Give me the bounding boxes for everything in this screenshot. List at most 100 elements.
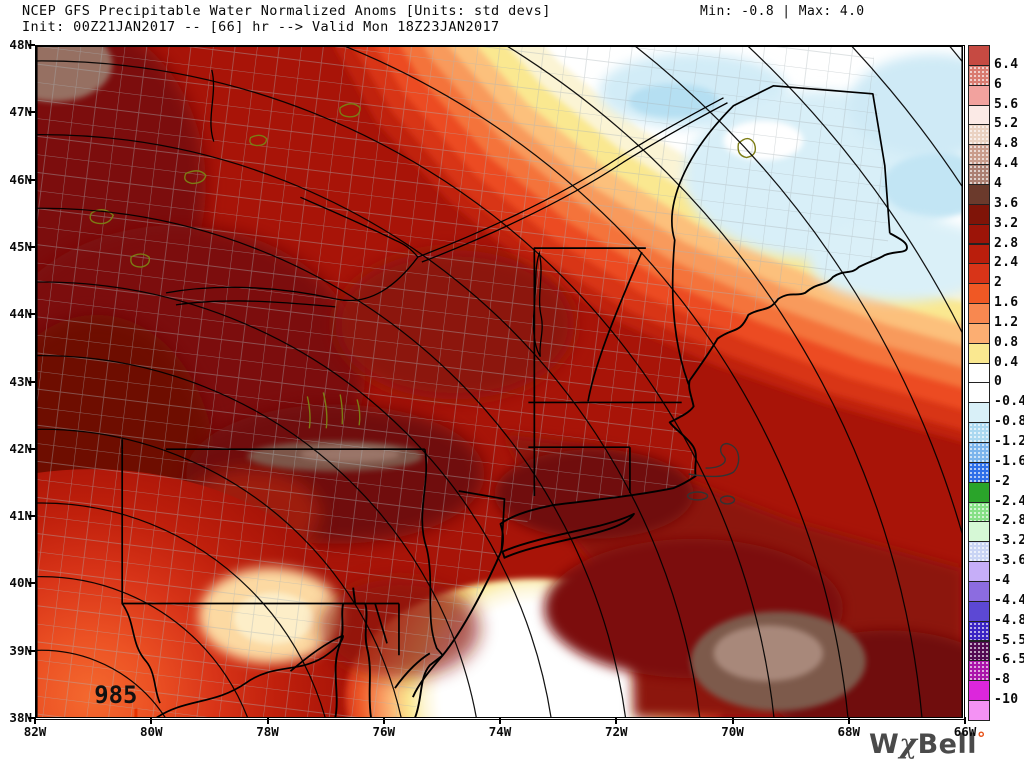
colorbar-cell: [968, 521, 990, 543]
colorbar-cell: [968, 243, 990, 265]
lon-tick: [964, 717, 966, 724]
lat-label: 44N: [9, 306, 32, 322]
colorbar-cell: [968, 303, 990, 324]
anomaly-field: 985 L: [36, 46, 963, 718]
colorbar-boundary-label: 5.6: [994, 96, 1019, 112]
colorbar-boundary-label: -4.4: [994, 592, 1024, 608]
colorbar-boundary-label: -5.5: [994, 632, 1024, 648]
colorbar-boundary-label: -4: [994, 572, 1011, 588]
colorbar-boundary-label: 0.4: [994, 354, 1019, 370]
lat-tick: [28, 245, 35, 248]
lat-tick: [28, 380, 35, 383]
colorbar-boundary-label: 0.8: [994, 334, 1019, 350]
isobar-lines: [36, 46, 963, 718]
min-max-readout: Min: -0.8 | Max: 4.0: [700, 4, 865, 19]
lon-label: 66W: [953, 724, 977, 739]
lon-label: 68W: [837, 724, 861, 739]
lon-label: 72W: [604, 724, 628, 739]
colorbar-boundary-label: -0.4: [994, 394, 1024, 410]
colorbar-boundary-label: 6: [994, 76, 1003, 92]
colorbar-cell: [968, 541, 990, 563]
lat-tick: [28, 111, 35, 114]
colorbar-cell: [968, 660, 990, 682]
lat-label: 46N: [9, 171, 32, 187]
lat-label: 39N: [9, 642, 32, 658]
colorbar-cell: [968, 461, 990, 483]
colorbar-boundary-label: -2: [994, 473, 1011, 489]
colorbar-cell: [968, 640, 990, 662]
anomaly-map: 985 L: [36, 46, 963, 718]
colorbar-cell: [968, 382, 990, 404]
colorbar-cell: [968, 680, 990, 702]
colorbar-boundary-label: -3.2: [994, 533, 1024, 549]
map-plot-area: 985 L: [35, 45, 965, 720]
lat-label: 47N: [9, 104, 32, 120]
map-frame: [36, 46, 963, 718]
lon-label: 80W: [139, 724, 163, 739]
colorbar-cell: [968, 580, 990, 602]
lon-tick: [731, 717, 734, 724]
lat-tick: [28, 447, 35, 450]
colorbar-boundary-label: 5.2: [994, 116, 1019, 132]
state-borders: [121, 84, 891, 718]
colorbar-cell: [968, 620, 990, 642]
isobar-value-label: 985: [94, 681, 137, 709]
colorbar-cell: [968, 700, 990, 721]
lon-tick: [266, 717, 269, 724]
lon-tick: [34, 717, 36, 724]
lon-tick: [382, 717, 385, 724]
lon-tick: [150, 717, 153, 724]
lat-tick: [28, 649, 35, 652]
colorbar-boundary-label: 6.4: [994, 56, 1019, 72]
lat-label: 42N: [9, 440, 32, 456]
lat-label: 48N: [9, 37, 32, 52]
map-title-line1: NCEP GFS Precipitable Water Normalized A…: [22, 3, 551, 19]
colorbar-boundary-label: 4.4: [994, 156, 1019, 172]
lat-label: 45N: [9, 238, 32, 254]
lat-tick: [28, 717, 35, 719]
colorbar-boundary-label: 1.2: [994, 314, 1019, 330]
lat-tick: [28, 582, 35, 585]
colorbar-cell: [968, 362, 990, 384]
colorbar-cell: [968, 600, 990, 622]
lat-label: 41N: [9, 508, 32, 524]
low-pressure-symbol: L: [132, 705, 145, 718]
colorbar-cell: [968, 183, 990, 205]
colorbar-boundary-label: 4.8: [994, 136, 1019, 152]
colorbar-cell: [968, 342, 990, 364]
logo-chi: χ: [899, 729, 918, 760]
lon-tick: [499, 717, 501, 724]
colorbar-cell: [968, 64, 990, 86]
colorbar-cell: [968, 144, 990, 166]
colorbar-boundary-label: -4.8: [994, 612, 1024, 628]
map-title-line2: Init: 00Z21JAN2017 -- [66] hr --> Valid …: [22, 19, 500, 35]
colorbar-boundary-label: -2.4: [994, 493, 1024, 509]
colorbar-boundary-label: 2: [994, 275, 1003, 291]
coastline: [334, 232, 908, 718]
lat-label: 40N: [9, 575, 32, 591]
wxbell-logo: WχBell°: [869, 729, 986, 760]
colorbar-boundary-label: -3.6: [994, 553, 1024, 569]
colorbar-cell: [968, 561, 990, 582]
colorbar-cell: [968, 104, 990, 126]
colorbar-boundary-label: -1.2: [994, 434, 1024, 449]
colorbar-boundary-label: -1.6: [994, 453, 1024, 469]
colorbar-cell: [968, 84, 990, 106]
colorbar-boundary-label: -0.8: [994, 414, 1024, 430]
colorbar-cell: [968, 422, 990, 443]
colorbar-boundary-label: 3.6: [994, 195, 1019, 211]
colorbar-boundary-label: 2.4: [994, 255, 1019, 271]
cape-cod: [686, 442, 740, 505]
colorbar-cell: [968, 402, 990, 424]
colorbar-boundary-label: 4: [994, 175, 1003, 191]
logo-prefix: W: [869, 729, 900, 760]
colorbar-boundary-label: 1.6: [994, 295, 1019, 311]
colorbar-boundary-label: 3.2: [994, 215, 1019, 231]
colorbar-boundary-label: 0: [994, 374, 1003, 390]
colorbar-cell: [968, 164, 990, 185]
colorbar-cell: [968, 481, 990, 503]
lon-label: 76W: [372, 724, 396, 739]
lake-outlines: [89, 103, 757, 429]
lat-tick: [28, 515, 35, 518]
